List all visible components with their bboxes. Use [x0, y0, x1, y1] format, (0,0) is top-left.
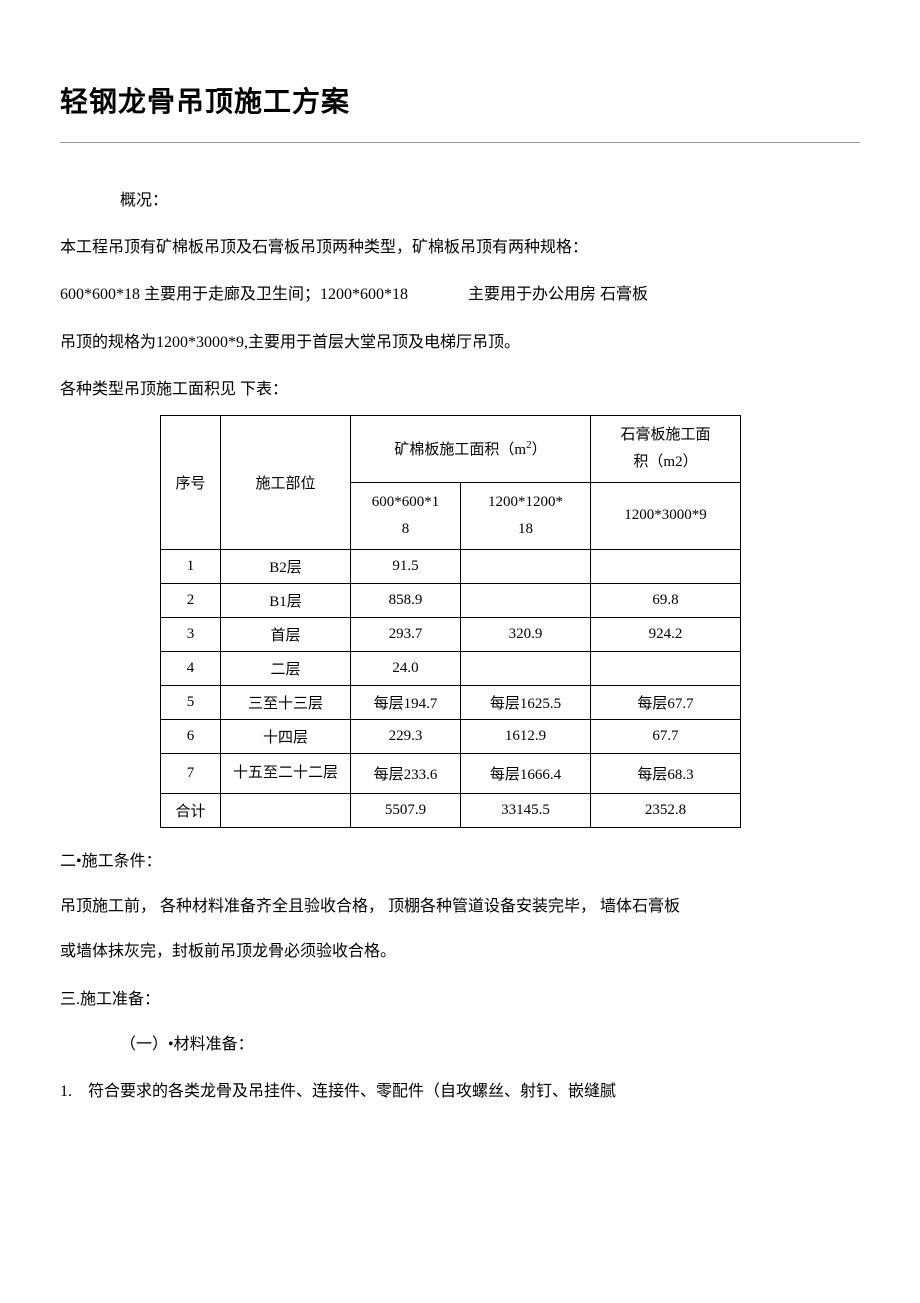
cell-location: B1层	[221, 583, 351, 617]
sub2-l2: 18	[518, 521, 533, 537]
section-3-item-1: 1. 符合要求的各类龙骨及吊挂件、连接件、零配件（自攻螺丝、射钉、嵌缝腻	[60, 1074, 860, 1109]
cell-c2	[461, 549, 591, 583]
cell-seq: 2	[161, 583, 221, 617]
intro-line-2b: 主要用于办公用房 石膏板	[468, 286, 648, 303]
cell-seq: 3	[161, 617, 221, 651]
mineral-wool-text: 矿棉板施工面积（m	[394, 442, 526, 458]
cell-location: 首层	[221, 617, 351, 651]
cell-c3: 69.8	[591, 583, 741, 617]
cell-c1: 5507.9	[351, 793, 461, 827]
cell-c2: 每层1625.5	[461, 685, 591, 719]
intro-line-3: 吊顶的规格为1200*3000*9,主要用于首层大堂吊顶及电梯厅吊顶。	[60, 325, 860, 360]
mineral-wool-close: ）	[532, 442, 547, 458]
cell-location: 十四层	[221, 719, 351, 753]
cell-c1: 229.3	[351, 719, 461, 753]
cell-c3: 924.2	[591, 617, 741, 651]
table-row: 1 B2层 91.5	[161, 549, 741, 583]
area-table: 序号 施工部位 矿棉板施工面积（m2） 石膏板施工面 积（m2） 600*600…	[160, 415, 741, 828]
cell-seq: 5	[161, 685, 221, 719]
cell-seq: 6	[161, 719, 221, 753]
cell-location	[221, 793, 351, 827]
cell-c3: 每层67.7	[591, 685, 741, 719]
table-row: 7 十五至二十二层 每层233.6 每层1666.4 每层68.3	[161, 753, 741, 793]
table-row: 5 三至十三层 每层194.7 每层1625.5 每层67.7	[161, 685, 741, 719]
intro-line-2a: 600*600*18 主要用于走廊及卫生间；1200*600*18	[60, 286, 408, 303]
cell-c1: 91.5	[351, 549, 461, 583]
col-location-header: 施工部位	[221, 415, 351, 549]
cell-c3	[591, 549, 741, 583]
cell-c2	[461, 583, 591, 617]
cell-location: 十五至二十二层	[221, 753, 351, 793]
sub1-l1: 600*600*1	[372, 494, 440, 510]
table-header-row-1: 序号 施工部位 矿棉板施工面积（m2） 石膏板施工面 积（m2）	[161, 415, 741, 482]
sub1-l2: 8	[402, 521, 410, 537]
col-sub1-header: 600*600*1 8	[351, 482, 461, 549]
cell-c2	[461, 651, 591, 685]
cell-location: 三至十三层	[221, 685, 351, 719]
cell-c1: 858.9	[351, 583, 461, 617]
table-caption: 各种类型吊顶施工面积见 下表：	[60, 372, 860, 407]
cell-c2: 33145.5	[461, 793, 591, 827]
section-2-body-2: 或墙体抹灰完，封板前吊顶龙骨必须验收合格。	[60, 934, 860, 969]
cell-c2: 每层1666.4	[461, 753, 591, 793]
cell-c1: 每层233.6	[351, 753, 461, 793]
cell-c3	[591, 651, 741, 685]
cell-seq: 7	[161, 753, 221, 793]
cell-c2: 320.9	[461, 617, 591, 651]
sub2-l1: 1200*1200*	[488, 494, 563, 510]
table-row-total: 合计 5507.9 33145.5 2352.8	[161, 793, 741, 827]
table-row: 2 B1层 858.9 69.8	[161, 583, 741, 617]
document-title: 轻钢龙骨吊顶施工方案	[60, 80, 860, 143]
section-3-title: 三.施工准备：	[60, 982, 860, 1017]
gypsum-l1: 石膏板施工面	[620, 427, 710, 443]
cell-seq: 1	[161, 549, 221, 583]
table-row: 4 二层 24.0	[161, 651, 741, 685]
cell-location: B2层	[221, 549, 351, 583]
col-seq-header: 序号	[161, 415, 221, 549]
cell-c3: 2352.8	[591, 793, 741, 827]
section-2-title: 二•施工条件：	[60, 844, 860, 879]
intro-line-1: 本工程吊顶有矿棉板吊顶及石膏板吊顶两种类型，矿棉板吊顶有两种规格：	[60, 230, 860, 265]
gypsum-l2: 积（m2）	[633, 454, 697, 470]
cell-c3: 每层68.3	[591, 753, 741, 793]
cell-c3: 67.7	[591, 719, 741, 753]
table-row: 3 首层 293.7 320.9 924.2	[161, 617, 741, 651]
section-2-body-1: 吊顶施工前， 各种材料准备齐全且验收合格， 顶棚各种管道设备安装完毕， 墙体石膏…	[60, 889, 860, 924]
cell-c1: 24.0	[351, 651, 461, 685]
cell-c1: 每层194.7	[351, 685, 461, 719]
col-sub3-header: 1200*3000*9	[591, 482, 741, 549]
intro-line-2: 600*600*18 主要用于走廊及卫生间；1200*600*18 主要用于办公用…	[60, 277, 860, 312]
cell-location: 二层	[221, 651, 351, 685]
cell-c2: 1612.9	[461, 719, 591, 753]
overview-label: 概况：	[120, 183, 860, 218]
cell-c1: 293.7	[351, 617, 461, 651]
cell-seq: 4	[161, 651, 221, 685]
section-3-sub1: （一）•材料准备：	[120, 1027, 860, 1062]
table-row: 6 十四层 229.3 1612.9 67.7	[161, 719, 741, 753]
col-mineral-wool-header: 矿棉板施工面积（m2）	[351, 415, 591, 482]
col-sub2-header: 1200*1200* 18	[461, 482, 591, 549]
col-gypsum-header: 石膏板施工面 积（m2）	[591, 415, 741, 482]
cell-seq: 合计	[161, 793, 221, 827]
